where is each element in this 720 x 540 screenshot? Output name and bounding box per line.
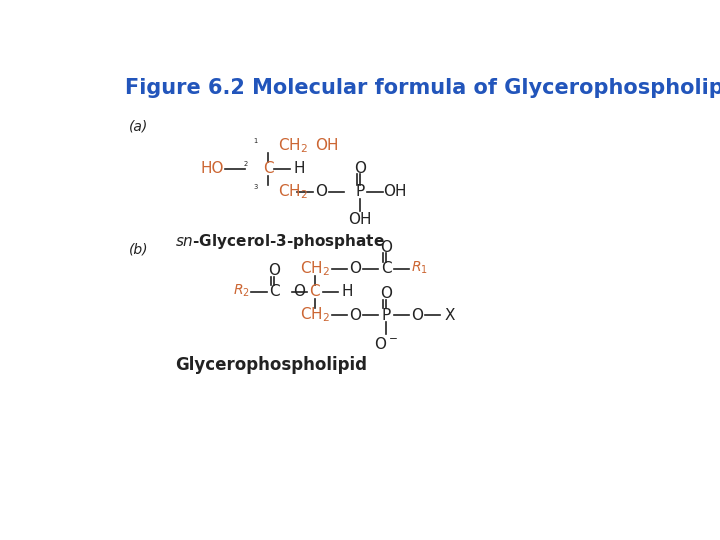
Text: OH: OH: [315, 138, 338, 153]
Text: X: X: [444, 308, 455, 322]
Text: CH$_2$: CH$_2$: [300, 306, 330, 325]
Text: P: P: [355, 184, 364, 199]
Text: CH$_2$: CH$_2$: [300, 260, 330, 278]
Text: CH$_2$: CH$_2$: [277, 136, 307, 155]
Text: O: O: [269, 263, 281, 278]
Text: O: O: [354, 161, 366, 176]
Text: C: C: [263, 161, 274, 176]
Text: O$^-$: O$^-$: [374, 335, 398, 352]
Text: C: C: [381, 261, 392, 276]
Text: O: O: [380, 240, 392, 255]
Text: $^3$: $^3$: [253, 185, 259, 194]
Text: H: H: [341, 285, 353, 300]
Text: C: C: [310, 285, 320, 300]
Text: O: O: [349, 308, 361, 322]
Text: O: O: [293, 285, 305, 300]
Text: OH: OH: [383, 184, 406, 199]
Text: O: O: [315, 184, 327, 199]
Text: Figure 6.2 Molecular formula of Glycerophospholipids.: Figure 6.2 Molecular formula of Glycerop…: [125, 78, 720, 98]
Text: H: H: [294, 161, 305, 176]
Text: $sn$-Glycerol-3-phosphate: $sn$-Glycerol-3-phosphate: [175, 232, 385, 252]
Text: C: C: [269, 285, 280, 300]
Text: (a): (a): [129, 119, 148, 133]
Text: OH: OH: [348, 212, 372, 227]
Text: O: O: [380, 286, 392, 301]
Text: CH$_2$: CH$_2$: [279, 183, 308, 201]
Text: HO: HO: [201, 161, 224, 176]
Text: $^1$: $^1$: [253, 138, 259, 149]
Text: $^2$: $^2$: [243, 161, 249, 171]
Text: Glycerophospholipid: Glycerophospholipid: [175, 356, 367, 374]
Text: O: O: [349, 261, 361, 276]
Text: (b): (b): [129, 242, 148, 256]
Text: O: O: [411, 308, 423, 322]
Text: P: P: [382, 308, 391, 322]
Text: $R_1$: $R_1$: [411, 259, 428, 275]
Text: $R_2$: $R_2$: [233, 282, 250, 299]
